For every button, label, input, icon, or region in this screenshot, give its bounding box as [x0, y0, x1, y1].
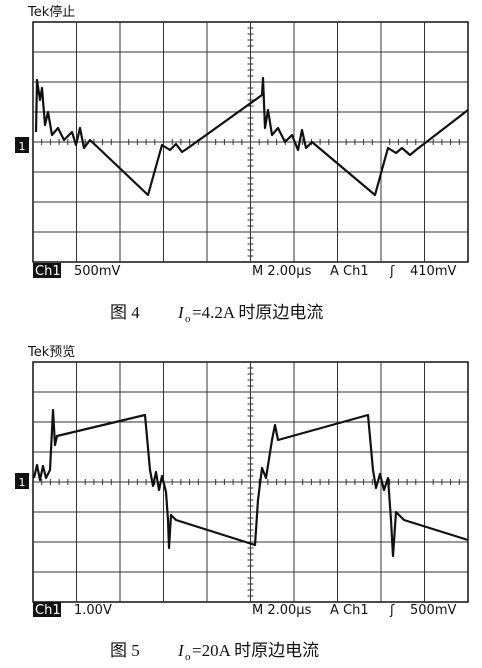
trigger-slope: ʃ — [389, 264, 395, 279]
caption-label: 图 4 — [110, 303, 140, 322]
trigger-level: 410mV — [410, 264, 456, 279]
scope-status: Tek预览 — [27, 344, 75, 360]
waveform — [32, 408, 469, 558]
trigger-source: A Ch1 — [330, 603, 369, 618]
caption-symbol: I — [177, 641, 185, 660]
marker-box — [15, 137, 29, 153]
trigger-source: A Ch1 — [330, 264, 369, 279]
caption-text: =20A 时原边电流 — [192, 641, 319, 660]
caption-symbol: I — [177, 303, 185, 322]
scope-status: Tek停止 — [27, 4, 75, 20]
channel-marker: 1 — [19, 476, 26, 489]
channel-box — [33, 602, 61, 617]
caption-label: 图 5 — [110, 641, 140, 660]
caption-subscript: o — [185, 651, 191, 663]
marker-box — [15, 473, 29, 489]
channel-marker: 1 — [19, 140, 26, 153]
timebase: M 2.00µs — [252, 264, 312, 279]
waveform — [34, 76, 469, 197]
caption-subscript: o — [185, 313, 191, 325]
timebase: M 2.00µs — [252, 603, 312, 618]
figure: Tek停止 1 Ch1 500mV M 2.00µs A Ch1 ʃ 410mV… — [15, 4, 469, 325]
trigger-level: 500mV — [410, 603, 456, 618]
caption-text: =4.2A 时原边电流 — [192, 303, 323, 322]
channel-box — [33, 263, 61, 278]
channel: Ch1 — [35, 264, 61, 279]
trigger-slope: ʃ — [389, 603, 395, 618]
channel: Ch1 — [35, 603, 61, 618]
volts-per-div: 500mV — [74, 264, 120, 279]
figure: Tek预览 1 Ch1 1.00V M 2.00µs A Ch1 ʃ 500mV… — [15, 344, 469, 663]
volts-per-div: 1.00V — [74, 603, 112, 618]
